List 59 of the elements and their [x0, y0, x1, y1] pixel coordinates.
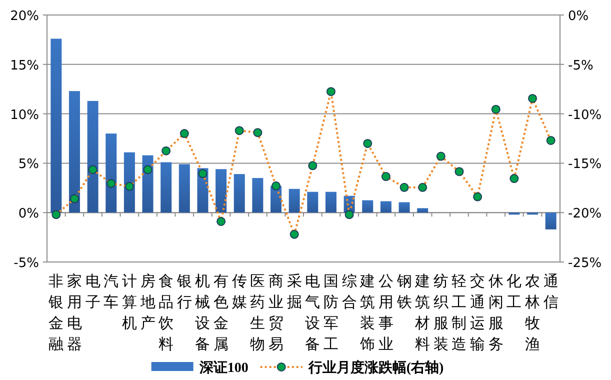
x-tick-label: 汽车 [104, 273, 119, 311]
x-tick-label: 综合 [342, 273, 357, 311]
x-tick-label: 交通运输 [470, 273, 486, 353]
bar [234, 174, 245, 213]
bar [160, 162, 172, 213]
x-tick-label: 公用事业 [378, 273, 394, 353]
y2-tick-label: -10% [568, 108, 602, 123]
x-tick-label: 国防军工 [323, 274, 338, 353]
y2-tick-label: -25% [568, 256, 602, 271]
x-tick-label: 化工 [506, 273, 522, 311]
y-tick-label: 0% [18, 206, 39, 222]
x-tick-label: 通信 [543, 273, 558, 311]
bar [325, 192, 336, 213]
x-tick-label: 商业贸易 [268, 273, 284, 353]
x-tick-label: 农林牧渔 [524, 274, 540, 353]
bar [87, 100, 98, 213]
bar [545, 212, 556, 230]
x-tick-label: 采掘 [286, 273, 302, 311]
x-tick-label: 轻工制造 [452, 273, 467, 353]
x-tick-label: 休闲服务 [488, 274, 504, 353]
x-tick-label: 非银金融 [48, 273, 64, 353]
bar [362, 200, 374, 213]
x-tick-label: 电子 [85, 273, 100, 311]
x-tick-label: 计算机 [122, 273, 137, 332]
x-tick-label: 家用电器 [66, 273, 82, 353]
bar [398, 202, 410, 213]
x-tick-label: 建筑装饰 [359, 273, 376, 353]
y-tick-label: -5% [14, 256, 39, 271]
bar [178, 164, 190, 213]
bar [252, 178, 264, 213]
y2-tick-label: 0% [568, 9, 589, 24]
y-tick-label: 5% [18, 157, 39, 172]
bar [380, 201, 392, 213]
y2-tick-label: -15% [568, 157, 602, 172]
x-tick-label: 钢铁 [396, 274, 412, 311]
bar [307, 192, 318, 213]
bar [106, 134, 117, 213]
bar [216, 169, 227, 213]
y2-tick-label: -20% [568, 206, 602, 222]
y-tick-label: 10% [10, 108, 39, 123]
x-tick-label: 食品饮料 [158, 273, 174, 353]
x-tick-label: 有色金属 [214, 273, 229, 353]
bar [417, 208, 428, 213]
legend-label: 行业月度涨跌幅(右轴) [307, 359, 444, 376]
x-tick-label: 机械设备 [195, 273, 210, 353]
bar [68, 91, 80, 213]
y-tick-label: 20% [10, 9, 39, 24]
legend-label: 深证100 [198, 360, 248, 376]
bar [50, 38, 62, 213]
x-tick-label: 纺织服装 [433, 273, 448, 353]
y-tick-label: 15% [10, 58, 39, 74]
x-tick-label: 建筑材料 [414, 273, 430, 353]
y2-tick-label: -5% [568, 58, 594, 74]
x-tick-label: 传媒 [232, 274, 247, 311]
x-tick-label: 医药生物 [250, 274, 266, 353]
x-tick-label: 电气设备 [305, 273, 320, 353]
x-tick-label: 房地产 [139, 273, 156, 332]
bar [288, 188, 300, 213]
x-tick-label: 银行 [176, 274, 192, 311]
